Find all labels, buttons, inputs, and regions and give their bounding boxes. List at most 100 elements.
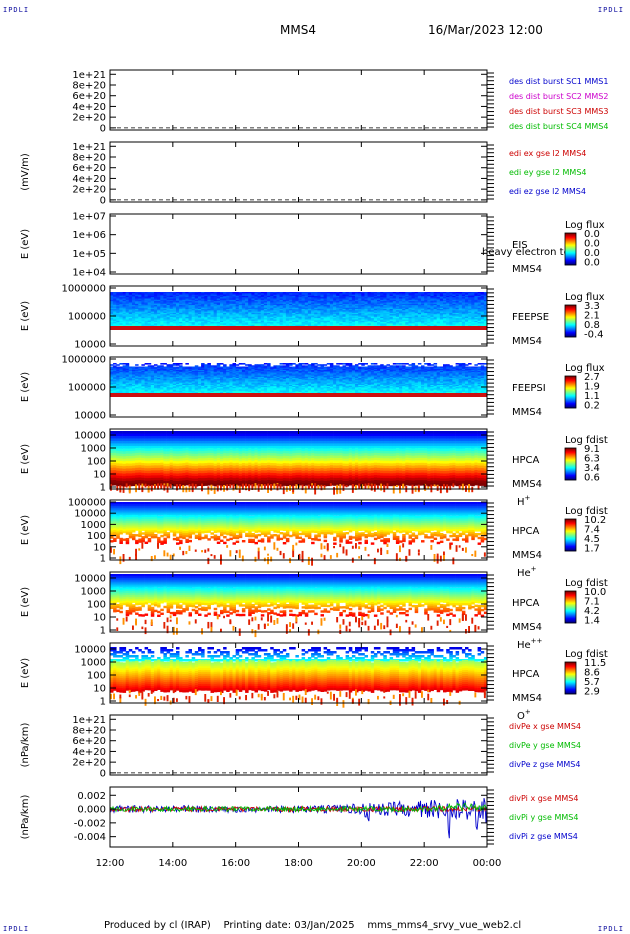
y-tick-label: 0	[100, 768, 106, 779]
y-tick-label: 1e+05	[72, 249, 106, 260]
y-tick-label: 10000	[74, 411, 106, 422]
colorbar-tick-label: 0.6	[584, 473, 600, 484]
colorbar-tick-label: 0.0	[584, 258, 600, 269]
footer-line: Produced by cl (IRAP) Printing date: 03/…	[104, 920, 521, 931]
instrument-labels: EIS MMS4 heavy electron to	[482, 240, 570, 275]
series-lines	[109, 797, 488, 839]
y-axis-label: (mV/m)	[20, 153, 31, 191]
instrument-labels: HPCA MMS4 He++	[512, 598, 543, 651]
y-tick-label: 0	[100, 123, 106, 134]
y-axis-label: E (eV)	[20, 587, 31, 617]
colorbar-frame	[564, 232, 577, 266]
colorbar-tick-label: 6.3	[584, 454, 600, 465]
y-tick-label: 1000	[81, 658, 106, 669]
spacecraft-label: MMS4	[512, 622, 542, 633]
right-tick-marks	[487, 288, 494, 344]
spectrogram	[110, 574, 488, 638]
instrument-labels: HPCA MMS4 H+	[512, 455, 542, 508]
colorbar-tick-label: 1.1	[584, 391, 600, 402]
panel-hpca-h: 10000 1000 100 10 1 E (eV) HPCA MMS4 H+ Log fdist…	[20, 428, 608, 508]
y-tick-label: -0.002	[74, 818, 106, 829]
instrument-label: FEEPSI	[512, 383, 546, 394]
colorbar-tick-label: 2.9	[584, 687, 600, 698]
legend-entry: divPe y gse MMS4	[509, 741, 581, 750]
spectrogram-band	[110, 326, 487, 330]
colorbar-frame	[564, 304, 577, 338]
y-tick-label: 1	[100, 697, 106, 708]
y-axis-label: (nPa/km)	[20, 723, 31, 768]
y-axis: 1000000 100000 10000	[61, 355, 487, 422]
y-tick-label: 1e+21	[72, 142, 106, 153]
colorbar-tick-label: 2.1	[584, 311, 600, 322]
spacecraft-title: MMS4	[280, 23, 316, 37]
y-axis: 1000000 100000 10000	[61, 284, 487, 351]
instrument-labels: HPCA MMS4 He+	[512, 526, 542, 579]
y-tick-label: 4e+20	[72, 102, 106, 113]
y-tick-label: 4e+20	[72, 174, 106, 185]
corner-label-top-left: IPDLI	[3, 6, 30, 14]
legend-entry: edi ex gse l2 MMS4	[509, 149, 586, 158]
instrument-label: HPCA	[512, 526, 540, 537]
y-tick-label: 1	[100, 483, 106, 494]
panel-hpca-hepp: 10000 1000 100 10 1 E (eV) HPCA MMS4 He++ Log fdi…	[20, 571, 608, 651]
y-tick-label: 10	[93, 684, 106, 695]
overlay-label: heavy electron to	[482, 247, 570, 258]
spacecraft-label: MMS4	[512, 264, 542, 275]
species-charge: +	[525, 494, 531, 502]
footer-printing-date: Printing date: 03/Jan/2025	[223, 920, 355, 931]
y-tick-label: 10000	[74, 509, 106, 520]
y-tick-label: 2e+20	[72, 758, 106, 769]
y-axis-label: E (eV)	[20, 515, 31, 545]
colorbar-tick-label: 3.4	[584, 463, 600, 474]
spacecraft-label: MMS4	[512, 479, 542, 490]
y-tick-label: 6e+20	[72, 736, 106, 747]
colorbar-tick-label: 1.9	[584, 382, 600, 393]
y-tick-label: 2e+20	[72, 185, 106, 196]
colorbar-tick-label: 0.2	[584, 401, 600, 412]
y-tick-label: 1000	[81, 444, 106, 455]
species-label: H+	[517, 494, 531, 508]
spectrogram	[110, 647, 488, 708]
y-tick-label: 100	[87, 600, 106, 611]
colorbar-frame	[564, 518, 577, 552]
instrument-labels: HPCA MMS4 O+	[512, 669, 542, 722]
y-tick-label: 10	[93, 470, 106, 481]
y-axis-label: E (eV)	[20, 229, 31, 259]
legend-entry: divPi y gse MMS4	[509, 813, 578, 822]
spacecraft-label: MMS4	[512, 693, 542, 704]
y-tick-label: 1e+04	[72, 268, 106, 279]
spectrogram-band	[110, 393, 487, 397]
y-tick-label: 4e+20	[72, 747, 106, 758]
spacecraft-label: MMS4	[512, 550, 542, 561]
colorbar-frame	[564, 375, 577, 409]
y-tick-label: 1e+06	[72, 230, 106, 241]
datetime-title: 16/Mar/2023 12:00	[428, 23, 543, 37]
colorbar-tick-label: 9.1	[584, 444, 600, 455]
colorbar-frame	[564, 447, 577, 481]
panel-background	[110, 214, 487, 274]
colorbar-title: Log flux	[565, 363, 605, 374]
legend-entry: des dist burst SC3 MMS3	[509, 107, 608, 116]
y-axis: 10000 1000 100 10 1	[74, 574, 487, 637]
spectrogram	[110, 292, 488, 330]
corner-label-bottom-left: IPDLI	[3, 925, 30, 933]
y-tick-label: 100000	[68, 312, 106, 323]
legend-entry: divPe x gse MMS4	[509, 722, 581, 731]
colorbar-tick-label: 8.6	[584, 668, 600, 679]
instrument-label: FEEPSE	[512, 312, 549, 323]
x-tick-label: 00:00	[473, 858, 502, 869]
panel-des-dist-burst: des dist burst SC1 MMS1 des dist burst SC…	[72, 69, 608, 134]
species-label: O+	[517, 708, 531, 722]
right-tick-marks	[487, 431, 494, 487]
y-tick-label: 100	[87, 531, 106, 542]
instrument-labels: FEEPSE MMS4	[512, 312, 549, 347]
x-tick-label: 12:00	[96, 858, 125, 869]
panel-background	[110, 715, 487, 775]
spacecraft-label: MMS4	[512, 407, 542, 418]
